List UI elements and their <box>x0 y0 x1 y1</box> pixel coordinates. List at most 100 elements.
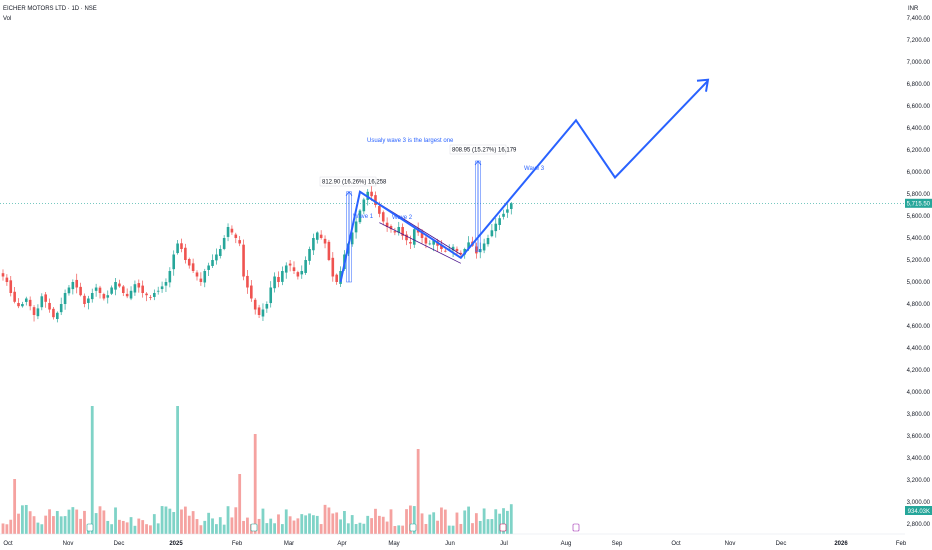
candle-body <box>300 271 304 275</box>
volume-label: Vol <box>3 16 12 22</box>
candle-body <box>48 302 51 310</box>
volume-bar <box>509 504 513 534</box>
volume-bar <box>304 515 308 534</box>
time-tick-label: 2025 <box>169 541 183 547</box>
volume-bar <box>370 518 373 534</box>
candle-body <box>389 225 393 230</box>
candle-body <box>478 249 482 253</box>
price-tick-label: 5,200.00 <box>907 258 931 264</box>
price-tick-label: 4,600.00 <box>907 324 931 330</box>
candle-body <box>378 206 381 214</box>
chart-title: EICHER MOTORS LTD · 1D · NSE <box>3 6 97 12</box>
time-tick-label: Apr <box>337 541 346 547</box>
candles <box>1 185 513 323</box>
volume-bar <box>490 519 494 534</box>
candle-body <box>149 297 152 298</box>
price-tick-label: 6,600.00 <box>907 104 931 110</box>
volume-bar <box>1 523 5 534</box>
volume-bar <box>412 506 416 534</box>
event-marker[interactable] <box>499 523 507 532</box>
volume-bar <box>486 519 490 534</box>
volume-bar <box>315 515 319 534</box>
volume-bar <box>183 506 187 534</box>
volume-bar <box>494 509 498 534</box>
candle-body <box>424 237 428 244</box>
volume-bar <box>269 518 273 534</box>
channel-lower <box>379 222 462 264</box>
candle-body <box>288 263 292 266</box>
volume-bar <box>114 507 117 534</box>
candle-body <box>71 282 75 290</box>
measure-wave1-box <box>319 176 377 187</box>
volume-bar <box>385 521 389 534</box>
candle-body <box>381 212 385 222</box>
volume-bar <box>253 434 257 534</box>
candle-body <box>230 228 234 233</box>
candle-body <box>331 257 335 277</box>
candle-body <box>265 304 269 309</box>
candle-body <box>459 252 463 255</box>
volume-bar <box>381 516 385 534</box>
time-tick-label: Oct <box>3 541 13 547</box>
volume-bar <box>75 509 79 534</box>
measure-wave3-arrowhead <box>474 160 482 166</box>
candle-body <box>191 263 195 271</box>
volume-bar <box>312 515 315 534</box>
volume-bar <box>63 516 67 534</box>
candle-body <box>110 287 113 294</box>
time-tick-label: Oct <box>671 541 681 547</box>
volume-bar <box>156 523 160 534</box>
event-marker[interactable] <box>572 523 580 532</box>
candle-body <box>304 260 307 273</box>
volume-bar <box>246 517 249 534</box>
volume-bar <box>288 516 292 534</box>
candle-body <box>180 243 183 249</box>
volume-bar <box>261 508 265 534</box>
volume-bar <box>28 511 32 534</box>
volume-bar <box>323 504 327 534</box>
time-tick-label: Dec <box>114 541 125 547</box>
volume-bar <box>397 525 401 534</box>
volume-bar <box>17 513 20 534</box>
volume-bar <box>203 520 207 534</box>
event-marker[interactable] <box>86 523 94 532</box>
price-tick-label: 3,600.00 <box>907 434 931 440</box>
candle-body <box>315 232 319 240</box>
measure-wave1-arrowhead <box>345 191 353 197</box>
candle-body <box>106 295 110 298</box>
volume-bar <box>133 525 137 534</box>
candle-body <box>211 260 214 266</box>
candle-body <box>502 213 505 217</box>
candle-body <box>428 243 432 245</box>
volume-bar <box>308 513 311 534</box>
candle-body <box>187 259 191 266</box>
price-tick-label: 5,400.00 <box>907 236 931 242</box>
event-marker[interactable] <box>409 523 417 532</box>
candle-body <box>156 290 160 292</box>
price-tick-label: 4,000.00 <box>907 390 931 396</box>
candle-body <box>482 243 486 251</box>
candle-body <box>475 246 478 254</box>
volume-bar <box>362 523 366 534</box>
candle-body <box>261 309 265 317</box>
candle-body <box>87 298 90 303</box>
volume-bars <box>1 406 513 534</box>
volume-bar <box>428 514 432 534</box>
volume-bar <box>443 509 447 534</box>
candle-body <box>509 203 513 209</box>
event-marker[interactable] <box>250 523 258 532</box>
candle-body <box>498 218 501 225</box>
elliott-wave-path <box>339 80 709 283</box>
candle-body <box>374 195 377 205</box>
candle-body <box>335 274 338 282</box>
volume-bar <box>118 519 121 534</box>
candle-body <box>32 307 36 315</box>
candle-body <box>56 312 59 320</box>
volume-bar <box>5 524 9 534</box>
candle-body <box>195 272 199 277</box>
time-tick-label: 2026 <box>834 541 848 547</box>
candle-body <box>28 299 32 307</box>
volume-bar <box>455 512 459 534</box>
volume-bar <box>292 520 296 534</box>
